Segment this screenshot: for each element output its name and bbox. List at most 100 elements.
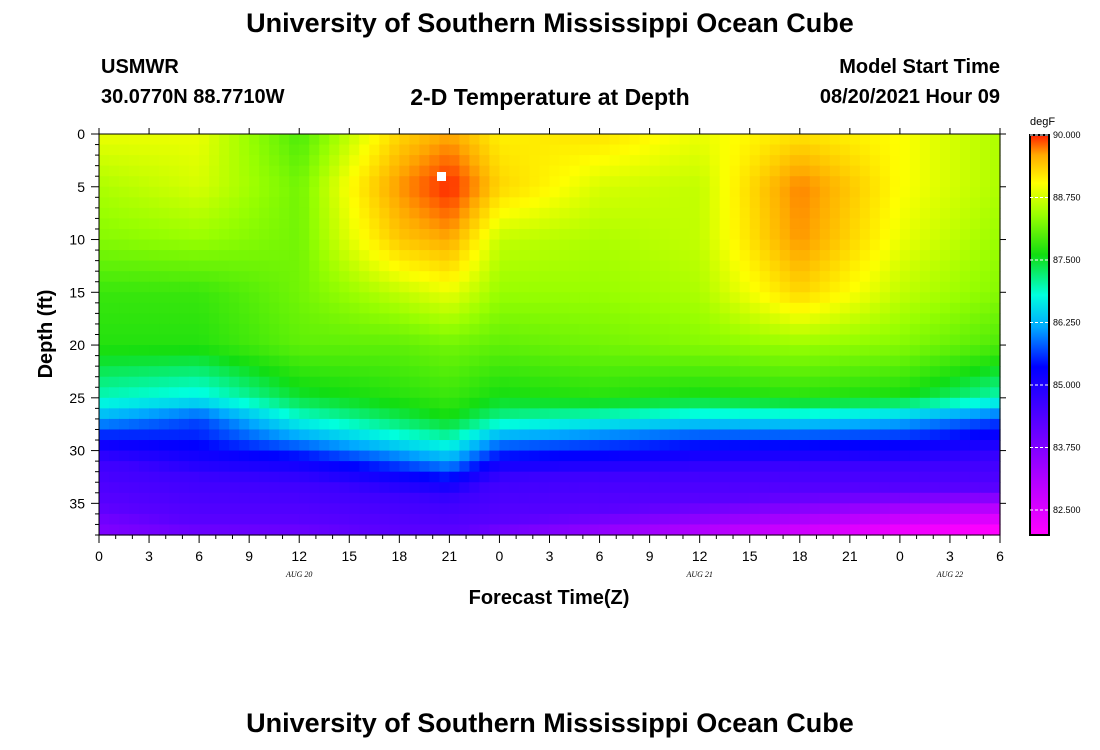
heatmap-cell bbox=[359, 387, 370, 399]
heatmap-cell bbox=[419, 376, 430, 388]
heatmap-cell bbox=[269, 165, 280, 177]
heatmap-cell bbox=[449, 376, 460, 388]
heatmap-cell bbox=[429, 355, 440, 367]
heatmap-cell bbox=[239, 186, 250, 198]
heatmap-cell bbox=[659, 281, 671, 293]
heatmap-cell bbox=[439, 228, 450, 241]
heatmap-cell bbox=[479, 450, 491, 462]
heatmap-cell bbox=[209, 503, 220, 515]
heatmap-cell bbox=[699, 429, 711, 441]
x-tick-label: 21 bbox=[442, 548, 458, 564]
heatmap-cell bbox=[509, 218, 521, 230]
heatmap-cell bbox=[229, 450, 240, 462]
heatmap-cell bbox=[679, 418, 691, 431]
heatmap-cell bbox=[149, 482, 160, 494]
heatmap-cell bbox=[379, 186, 390, 198]
heatmap-cell bbox=[189, 450, 200, 462]
heatmap-cell bbox=[109, 155, 120, 167]
heatmap-cell bbox=[419, 239, 430, 251]
heatmap-cell bbox=[679, 239, 691, 251]
heatmap-cell bbox=[959, 345, 971, 357]
heatmap-cell bbox=[459, 355, 471, 367]
heatmap-cell bbox=[549, 450, 561, 462]
heatmap-cell bbox=[989, 292, 1001, 304]
heatmap-cell bbox=[949, 186, 961, 198]
heatmap-cell bbox=[239, 250, 250, 262]
heatmap-cell bbox=[829, 376, 841, 388]
heatmap-cell bbox=[699, 165, 711, 177]
heatmap-cell bbox=[889, 355, 901, 367]
heatmap-cell bbox=[399, 218, 410, 230]
heatmap-cell bbox=[819, 197, 831, 209]
heatmap-cell bbox=[989, 260, 1001, 272]
heatmap-cell bbox=[909, 397, 921, 409]
heatmap-cell bbox=[809, 250, 821, 262]
heatmap-cell bbox=[359, 492, 370, 504]
heatmap-cell bbox=[439, 302, 450, 314]
heatmap-cell bbox=[379, 323, 390, 336]
colorbar-unit: degF bbox=[1030, 116, 1055, 128]
heatmap-cell bbox=[309, 524, 320, 536]
heatmap-cell bbox=[509, 524, 521, 536]
heatmap-cell bbox=[839, 176, 851, 188]
heatmap-cell bbox=[169, 524, 180, 536]
heatmap-cell bbox=[609, 482, 621, 494]
heatmap-cell bbox=[519, 366, 531, 378]
heatmap-cell bbox=[679, 397, 691, 409]
heatmap-cell bbox=[509, 482, 521, 494]
heatmap-cell bbox=[659, 482, 671, 494]
heatmap-cell bbox=[259, 292, 270, 304]
heatmap-cell bbox=[939, 155, 951, 167]
heatmap-cell bbox=[719, 513, 731, 526]
heatmap-cell bbox=[279, 260, 290, 272]
heatmap-cell bbox=[389, 207, 400, 220]
heatmap-cell bbox=[99, 366, 110, 378]
heatmap-cell bbox=[419, 387, 430, 399]
heatmap-cell bbox=[389, 387, 400, 399]
heatmap-cell bbox=[889, 418, 901, 431]
heatmap-cell bbox=[259, 513, 270, 526]
heatmap-cell bbox=[519, 186, 531, 198]
heatmap-cell bbox=[879, 144, 891, 156]
heatmap-cell bbox=[499, 218, 511, 230]
heatmap-cell bbox=[729, 250, 741, 262]
heatmap-cell bbox=[329, 345, 340, 357]
heatmap-cell bbox=[139, 144, 150, 156]
heatmap-cell bbox=[939, 418, 951, 431]
heatmap-cell bbox=[969, 334, 981, 346]
heatmap-cell bbox=[439, 281, 450, 293]
heatmap-cell bbox=[129, 260, 140, 272]
heatmap-cell bbox=[449, 513, 460, 526]
heatmap-cell bbox=[779, 397, 791, 409]
heatmap-cell bbox=[909, 387, 921, 399]
heatmap-cell bbox=[309, 313, 320, 325]
heatmap-cell bbox=[299, 366, 310, 378]
heatmap-cell bbox=[319, 408, 330, 420]
heatmap-cell bbox=[839, 355, 851, 367]
x-tick-label: 12 bbox=[291, 548, 307, 564]
heatmap-cell bbox=[889, 134, 901, 146]
heatmap-cell bbox=[449, 482, 460, 494]
heatmap-cell bbox=[829, 387, 841, 399]
heatmap-cell bbox=[709, 186, 721, 198]
heatmap-cell bbox=[779, 155, 791, 167]
heatmap-cell bbox=[509, 408, 521, 420]
heatmap-cell bbox=[179, 271, 190, 283]
heatmap-cell bbox=[849, 239, 861, 251]
heatmap-cell bbox=[589, 176, 601, 188]
heatmap-cell bbox=[99, 429, 110, 441]
heatmap-cell bbox=[549, 355, 561, 367]
heatmap-cell bbox=[219, 302, 230, 314]
heatmap-cell bbox=[349, 387, 360, 399]
heatmap-cell bbox=[279, 355, 290, 367]
heatmap-cell bbox=[339, 503, 350, 515]
heatmap-cell bbox=[849, 155, 861, 167]
heatmap-cell bbox=[339, 408, 350, 420]
heatmap-cell bbox=[579, 355, 591, 367]
heatmap-cell bbox=[439, 513, 450, 526]
heatmap-cell bbox=[839, 408, 851, 420]
heatmap-cell bbox=[409, 207, 420, 220]
heatmap-cell bbox=[889, 471, 901, 483]
heatmap-cell bbox=[479, 387, 491, 399]
heatmap-cell bbox=[579, 492, 591, 504]
